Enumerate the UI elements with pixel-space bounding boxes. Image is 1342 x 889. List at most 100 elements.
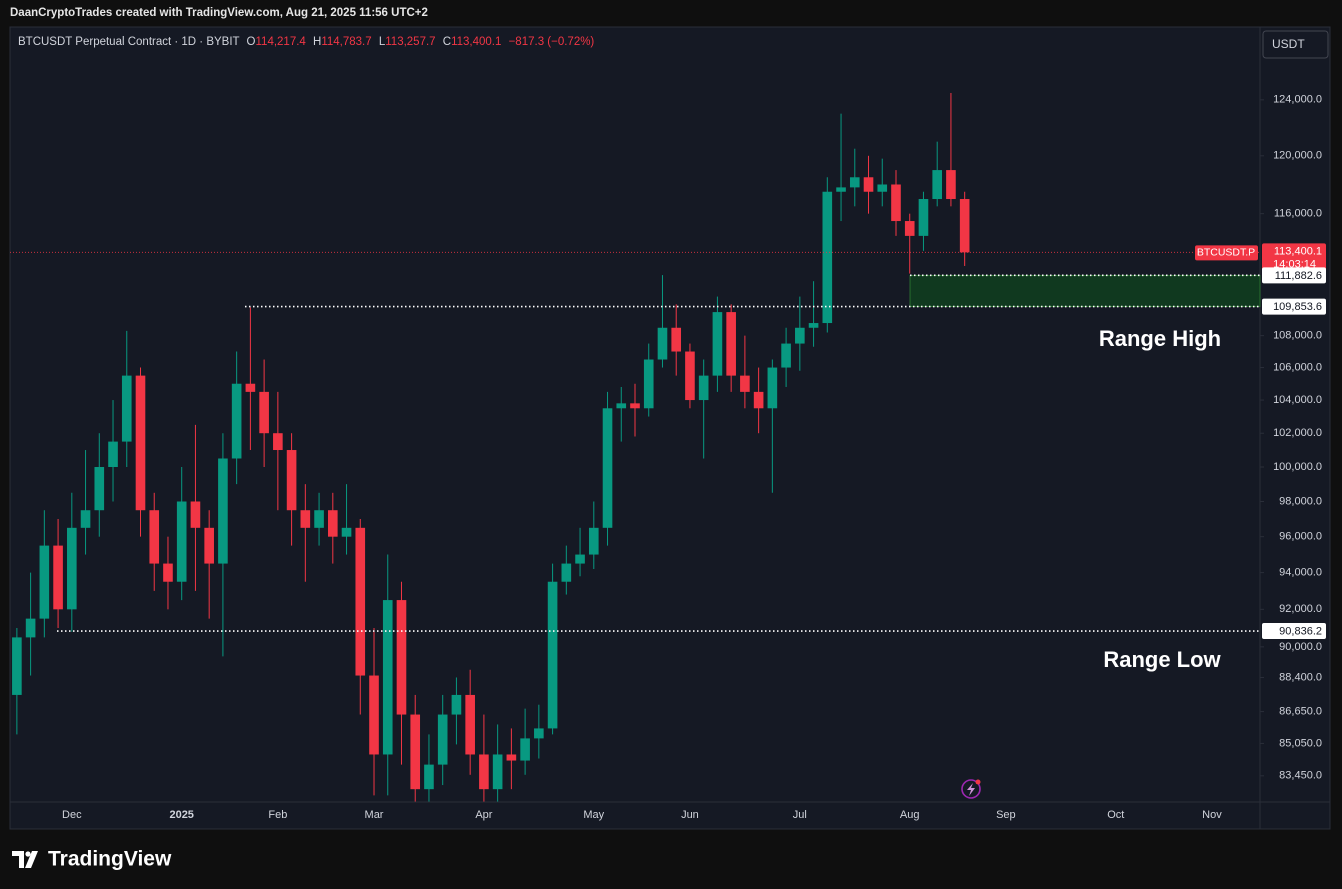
level-tag-label: 90,836.2: [1279, 625, 1322, 637]
candle-body: [451, 694, 462, 715]
symbol-tag-label: BTCUSDT.P: [1197, 247, 1255, 259]
candle: [231, 351, 242, 485]
candle-body: [231, 383, 242, 459]
candle: [877, 158, 888, 207]
candle-body: [946, 170, 956, 200]
legend-h-value: 114,783.7: [321, 36, 371, 48]
candle: [396, 581, 407, 765]
candle-body: [67, 527, 77, 610]
alert-icon-bolt[interactable]: [967, 783, 975, 796]
candle-body: [836, 187, 846, 192]
candle-body: [795, 327, 805, 344]
countdown-label: 14:03:14: [1273, 258, 1316, 270]
candle-body: [726, 312, 736, 376]
y-tick-label: 88,400.0: [1279, 671, 1322, 683]
x-tick-label: Apr: [475, 809, 492, 821]
candle: [685, 343, 695, 409]
currency-button-label[interactable]: USDT: [1272, 37, 1305, 51]
candle: [602, 391, 613, 546]
logo-mark-b: [25, 851, 31, 857]
candle: [616, 386, 627, 442]
candle-body: [273, 433, 283, 451]
candle: [204, 510, 214, 619]
alert-icon-dot[interactable]: [975, 779, 981, 785]
candle-body: [685, 351, 695, 401]
alert-icon[interactable]: [961, 779, 981, 799]
candle-body: [176, 501, 187, 582]
candle-body: [698, 375, 709, 401]
legend-change: −817.3 (−0.72%): [509, 36, 595, 48]
candle-body: [534, 728, 544, 739]
candle: [740, 335, 750, 409]
candle: [94, 433, 105, 537]
candle-body: [80, 510, 91, 528]
footer-logo: [12, 851, 38, 868]
candle-body: [808, 323, 819, 328]
x-tick-label: Feb: [268, 809, 287, 821]
candle: [904, 213, 915, 274]
candle: [849, 148, 860, 207]
candle-body: [149, 510, 160, 564]
candle-body: [630, 403, 640, 409]
candle: [341, 484, 352, 555]
legend-c-label: C: [443, 36, 451, 48]
y-tick-label: 98,000.0: [1279, 495, 1322, 507]
candle: [479, 714, 489, 802]
candle: [520, 708, 530, 775]
y-tick-label: 96,000.0: [1279, 531, 1322, 543]
candle-body: [863, 177, 874, 192]
candle-body: [520, 738, 530, 761]
logo-mark-a: [12, 851, 24, 868]
candle-body: [245, 383, 256, 392]
candle: [451, 677, 462, 745]
candle: [575, 527, 585, 577]
candle-body: [575, 554, 585, 564]
y-tick-label: 90,000.0: [1279, 641, 1322, 653]
candle-body: [781, 343, 791, 368]
x-tick-label: Jul: [793, 809, 807, 821]
candle: [698, 359, 709, 459]
candle-body: [465, 694, 475, 755]
y-tick-label: 100,000.0: [1273, 461, 1322, 473]
y-tick-label: 104,000.0: [1273, 394, 1322, 406]
legend-o-value: 114,217.4: [256, 36, 307, 48]
candle-body: [891, 184, 901, 222]
last-price-tag: [1262, 243, 1326, 273]
candle-body: [437, 714, 448, 765]
candle-body: [712, 312, 723, 376]
y-tick-label: 116,000.0: [1274, 208, 1322, 220]
footer-brand: TradingView: [48, 848, 172, 871]
candle: [465, 669, 475, 775]
candle-body: [25, 618, 36, 638]
candle-body: [671, 327, 682, 352]
candle-body: [108, 441, 118, 468]
x-tick-label: Nov: [1202, 809, 1222, 821]
logo-mark-c: [25, 851, 38, 868]
candle-body: [657, 327, 668, 360]
candle: [163, 536, 173, 610]
currency-button[interactable]: [1262, 30, 1329, 59]
candle: [534, 704, 544, 759]
candle-body: [492, 754, 503, 790]
candle-body: [286, 450, 297, 511]
x-tick-label: May: [583, 809, 604, 821]
candle: [108, 400, 118, 502]
candle: [808, 281, 819, 347]
candle: [918, 191, 929, 251]
legend-symbol: BTCUSDT Perpetual Contract · 1D · BYBIT: [18, 36, 240, 48]
candle-body: [616, 403, 627, 409]
candle: [121, 330, 132, 468]
x-tick-label: Sep: [996, 809, 1016, 821]
candle-body: [135, 375, 146, 511]
candle-body: [479, 754, 489, 790]
alert-icon-ring[interactable]: [961, 779, 981, 799]
y-tick-label: 85,050.0: [1279, 737, 1322, 749]
candle-body: [753, 391, 764, 409]
legend-l-label: L: [379, 36, 386, 48]
candle: [492, 724, 503, 802]
y-tick-label: 106,000.0: [1273, 361, 1322, 373]
candle: [80, 450, 91, 555]
chart-frame: [9, 26, 1331, 830]
level-tag-label: 109,853.6: [1273, 301, 1322, 313]
